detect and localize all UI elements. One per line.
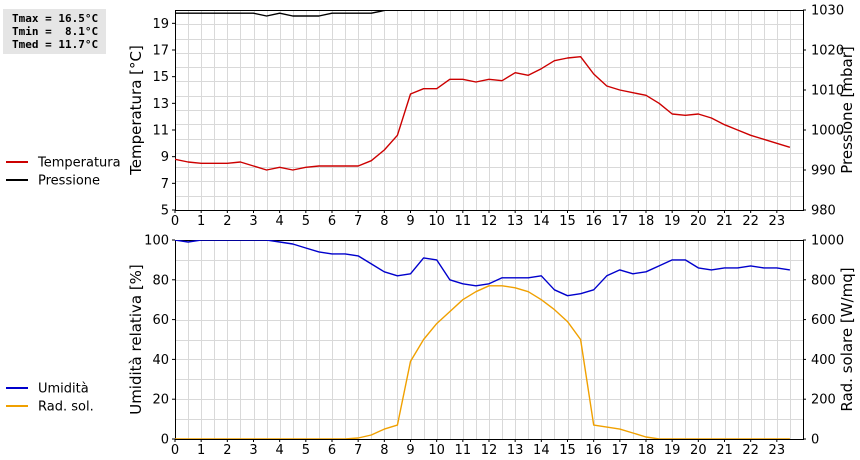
x-tick-label: 11 — [455, 214, 472, 229]
y-tick-label: 80 — [152, 273, 169, 288]
x-tick-label: 19 — [664, 214, 681, 229]
x-tick-label: 5 — [302, 443, 310, 458]
x-tick-label: 4 — [276, 214, 284, 229]
x-tick-label: 13 — [507, 443, 524, 458]
x-tick-label: 22 — [742, 443, 759, 458]
y-tick-label: 17 — [152, 44, 169, 59]
x-tick-label: 3 — [249, 214, 257, 229]
grid-top — [175, 10, 804, 211]
x-tick-label: 9 — [406, 214, 414, 229]
y-tick-label: 100 — [144, 234, 169, 249]
tmed-label: Tmed = 11.7°C — [12, 38, 99, 51]
x-tick-label: 23 — [769, 443, 786, 458]
x-tick-label: 14 — [533, 214, 550, 229]
x-tick-label: 6 — [328, 443, 336, 458]
y-tick-label: 0 — [161, 433, 169, 448]
x-tick-label: 2 — [223, 214, 231, 229]
x-tick-label: 0 — [171, 214, 179, 229]
y-tick-label: 9 — [161, 150, 169, 165]
tmax-label: Tmax = 16.5°C — [12, 12, 99, 25]
x-tick-label: 15 — [559, 443, 576, 458]
x-tick-label: 12 — [481, 214, 498, 229]
y-tick-label: 7 — [161, 177, 169, 192]
y2-tick-label: 800 — [811, 273, 836, 288]
y-tick-label: 19 — [152, 17, 169, 32]
x-tick-label: 20 — [690, 443, 707, 458]
x-tick-label: 17 — [612, 214, 629, 229]
series-line-temperatura — [175, 56, 791, 171]
y2-tick-label: 980 — [811, 204, 836, 219]
stats-box: Tmax = 16.5°C Tmin = 8.1°C Tmed = 11.7°C — [3, 9, 106, 54]
series-line-pressione — [175, 10, 388, 17]
y2-tick-label: 1000 — [811, 124, 844, 139]
legend-label: Umidità — [38, 382, 89, 397]
legend-label: Temperatura — [37, 156, 121, 171]
x-tick-label: 10 — [428, 443, 445, 458]
y-tick-label: 11 — [152, 124, 169, 139]
y2-tick-label: 1030 — [811, 4, 844, 19]
y-axis-label: Umidità relativa [%] — [127, 264, 145, 415]
x-tick-label: 16 — [585, 214, 602, 229]
y2-tick-label: 1020 — [811, 44, 844, 59]
x-tick-label: 6 — [328, 214, 336, 229]
series-group-top — [175, 10, 791, 171]
x-tick-label: 13 — [507, 214, 524, 229]
series-line-rad-sol — [175, 285, 790, 439]
x-tick-label: 3 — [249, 443, 257, 458]
x-tick-label: 22 — [742, 214, 759, 229]
x-tick-label: 11 — [455, 443, 472, 458]
y-tick-label: 40 — [152, 353, 169, 368]
y2-tick-label: 400 — [811, 353, 836, 368]
y2-tick-label: 1000 — [811, 234, 844, 249]
series-line-umidit — [175, 240, 791, 297]
y-axis-label: Temperatura [°C] — [127, 45, 145, 176]
x-tick-label: 7 — [354, 214, 362, 229]
x-tick-label: 21 — [716, 214, 733, 229]
legend-label: Rad. sol. — [38, 400, 94, 415]
y2-axis-label: Pressione [mbar] — [838, 46, 856, 174]
x-tick-label: 2 — [223, 443, 231, 458]
y-tick-label: 13 — [152, 97, 169, 112]
x-tick-label: 14 — [533, 443, 550, 458]
x-tick-label: 4 — [276, 443, 284, 458]
y2-tick-label: 200 — [811, 393, 836, 408]
x-tick-label: 21 — [716, 443, 733, 458]
panel-bottom: 0 1 2 3 4 5 6 7 8 9 10 11 12 13 14 15 16 17 18 19 20 21 22 2302… — [6, 234, 856, 458]
x-tick-label: 1 — [197, 214, 205, 229]
x-tick-label: 7 — [354, 443, 362, 458]
y-tick-label: 5 — [161, 204, 169, 219]
y-tick-label: 15 — [152, 70, 169, 85]
x-tick-label: 16 — [585, 443, 602, 458]
y2-tick-label: 0 — [811, 433, 819, 448]
x-tick-label: 23 — [769, 214, 786, 229]
y-tick-label: 60 — [152, 313, 169, 328]
x-tick-label: 9 — [406, 443, 414, 458]
y-tick-label: 20 — [152, 393, 169, 408]
legend-label: Pressione — [38, 174, 100, 189]
y2-axis-label: Rad. solare [W/mq] — [838, 267, 856, 411]
x-tick-label: 8 — [380, 214, 388, 229]
x-tick-label: 0 — [171, 443, 179, 458]
x-tick-label: 5 — [302, 214, 310, 229]
x-tick-label: 17 — [612, 443, 629, 458]
y2-tick-label: 600 — [811, 313, 836, 328]
x-tick-label: 20 — [690, 214, 707, 229]
x-tick-label: 18 — [638, 214, 655, 229]
y2-tick-label: 990 — [811, 164, 836, 179]
x-tick-label: 19 — [664, 443, 681, 458]
x-tick-label: 15 — [559, 214, 576, 229]
y2-tick-label: 1010 — [811, 84, 844, 99]
series-group-bottom — [175, 240, 791, 439]
x-tick-label: 1 — [197, 443, 205, 458]
x-tick-label: 12 — [481, 443, 498, 458]
panel-top: 0 1 2 3 4 5 6 7 8 9 10 11 12 13 14 15 16 17 18 19 20 21 22 2357… — [6, 4, 856, 229]
x-tick-label: 8 — [380, 443, 388, 458]
x-tick-label: 10 — [428, 214, 445, 229]
x-tick-label: 18 — [638, 443, 655, 458]
tmin-label: Tmin = 8.1°C — [12, 25, 99, 38]
